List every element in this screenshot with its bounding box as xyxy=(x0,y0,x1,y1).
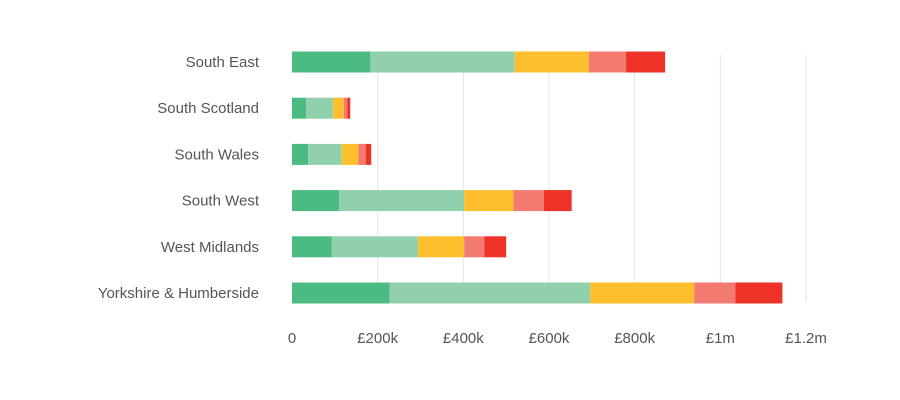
bar-segment-4-4 xyxy=(513,190,544,212)
bar-segment-3-3 xyxy=(341,143,359,165)
bar-segment-1-2 xyxy=(370,51,515,73)
bar-segment-2-1 xyxy=(292,97,307,119)
category-label-2: South Scotland xyxy=(157,100,259,117)
category-labels: South East South Scotland South Wales South… xyxy=(98,54,260,302)
x-tick-label-4: £800k xyxy=(614,330,655,347)
bar-segment-1-1 xyxy=(292,51,371,73)
x-tick-label-5: £1m xyxy=(706,330,735,347)
category-label-6: Yorkshire & Humberside xyxy=(98,285,259,302)
bar-segment-4-1 xyxy=(292,190,340,212)
bar-segment-2-5 xyxy=(347,97,351,119)
bar-segment-5-3 xyxy=(417,236,465,258)
bar-segment-4-5 xyxy=(543,190,572,212)
category-label-3: South Wales xyxy=(175,146,260,163)
bar-segment-6-2 xyxy=(389,282,591,304)
category-label-1: South East xyxy=(186,54,260,71)
bar-segment-6-3 xyxy=(590,282,695,304)
bars xyxy=(292,51,783,304)
grid-lines xyxy=(377,55,807,302)
bar-segment-4-2 xyxy=(339,190,465,212)
bar-segment-5-4 xyxy=(464,236,485,258)
bar-segment-2-4 xyxy=(343,97,348,119)
x-tick-label-1: £200k xyxy=(357,330,398,347)
bar-segment-6-1 xyxy=(292,282,390,304)
category-label-4: South West xyxy=(182,193,260,210)
bar-segment-6-4 xyxy=(694,282,736,304)
x-tick-label-2: £400k xyxy=(443,330,484,347)
bar-segment-3-1 xyxy=(292,143,309,165)
bar-segment-5-1 xyxy=(292,236,332,258)
bar-segment-3-2 xyxy=(308,143,342,165)
x-tick-label-6: £1.2m xyxy=(785,330,827,347)
bar-segment-3-4 xyxy=(358,143,366,165)
bar-segment-1-5 xyxy=(626,51,666,73)
bar-segment-3-5 xyxy=(365,143,372,165)
bar-segment-2-2 xyxy=(306,97,334,119)
bar-segment-2-3 xyxy=(333,97,344,119)
x-tick-label-0: 0 xyxy=(288,330,296,347)
x-tick-label-3: £600k xyxy=(529,330,570,347)
bar-segment-4-3 xyxy=(464,190,514,212)
bar-segment-5-2 xyxy=(331,236,418,258)
category-label-5: West Midlands xyxy=(161,239,259,256)
bar-segment-5-5 xyxy=(484,236,507,258)
bar-segment-6-5 xyxy=(735,282,783,304)
bar-segment-1-3 xyxy=(514,51,589,73)
x-axis-tick-labels: 0 £200k £400k £600k £800k £1m £1.2m xyxy=(288,330,827,347)
bar-segment-1-4 xyxy=(588,51,627,73)
